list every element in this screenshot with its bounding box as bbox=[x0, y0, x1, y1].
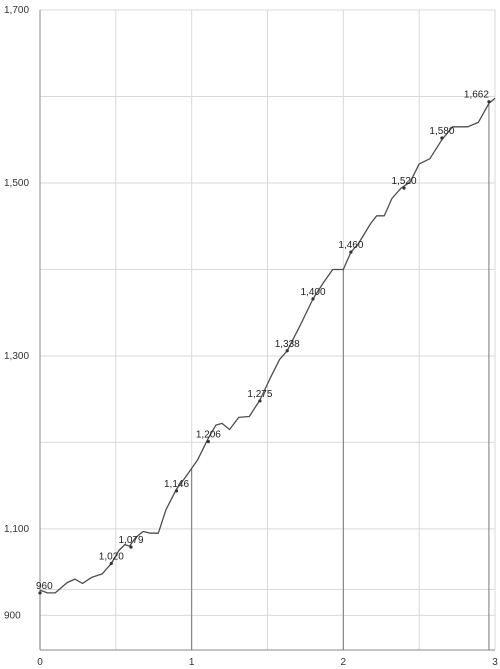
data-label: 1,662 bbox=[464, 90, 489, 101]
y-tick-label: 1,100 bbox=[4, 524, 29, 535]
data-point bbox=[402, 186, 406, 190]
y-tick-label: 1,500 bbox=[4, 178, 29, 189]
data-point bbox=[38, 591, 42, 595]
x-tick-label: 3 bbox=[492, 657, 498, 668]
data-label: 1,520 bbox=[391, 176, 416, 187]
data-label: 1,460 bbox=[338, 240, 363, 251]
y-tick-label: 1,700 bbox=[4, 5, 29, 16]
series-line bbox=[39, 97, 496, 594]
data-point bbox=[109, 561, 113, 566]
data-point bbox=[487, 100, 491, 104]
data-point bbox=[174, 489, 179, 493]
series bbox=[39, 97, 496, 594]
x-tick-label: 2 bbox=[341, 657, 347, 668]
data-point bbox=[285, 349, 289, 353]
data-point bbox=[349, 250, 353, 254]
data-label: 1,400 bbox=[300, 287, 325, 298]
axes bbox=[39, 10, 495, 651]
data-label: 1,020 bbox=[99, 552, 124, 563]
data-label: 1,206 bbox=[196, 430, 221, 441]
data-label: 1,079 bbox=[118, 535, 143, 546]
data-label: 1,275 bbox=[247, 389, 272, 400]
grid bbox=[39, 9, 496, 650]
data-label: 960 bbox=[36, 581, 53, 592]
y-tick-label: 900 bbox=[4, 610, 21, 621]
y-tick-label: 1,300 bbox=[4, 351, 29, 362]
data-label: 1,338 bbox=[275, 339, 300, 350]
data-point bbox=[258, 399, 262, 403]
x-tick-label: 0 bbox=[37, 657, 43, 668]
tick-labels: 0 1 2 3 900 1,100 1,300 1,500 1,700 bbox=[4, 5, 498, 668]
drop-lines bbox=[39, 103, 490, 650]
x-tick-label: 1 bbox=[189, 657, 195, 668]
data-point bbox=[440, 136, 444, 140]
data-label: 1,146 bbox=[164, 479, 189, 490]
data-point bbox=[129, 545, 133, 549]
data-label: 1,580 bbox=[429, 126, 454, 137]
data-point bbox=[206, 439, 210, 444]
data-labels: 960 1,020 1,079 1,146 1,206 1,275 1,338 1,400 1,… bbox=[36, 90, 491, 595]
data-point bbox=[311, 297, 315, 301]
